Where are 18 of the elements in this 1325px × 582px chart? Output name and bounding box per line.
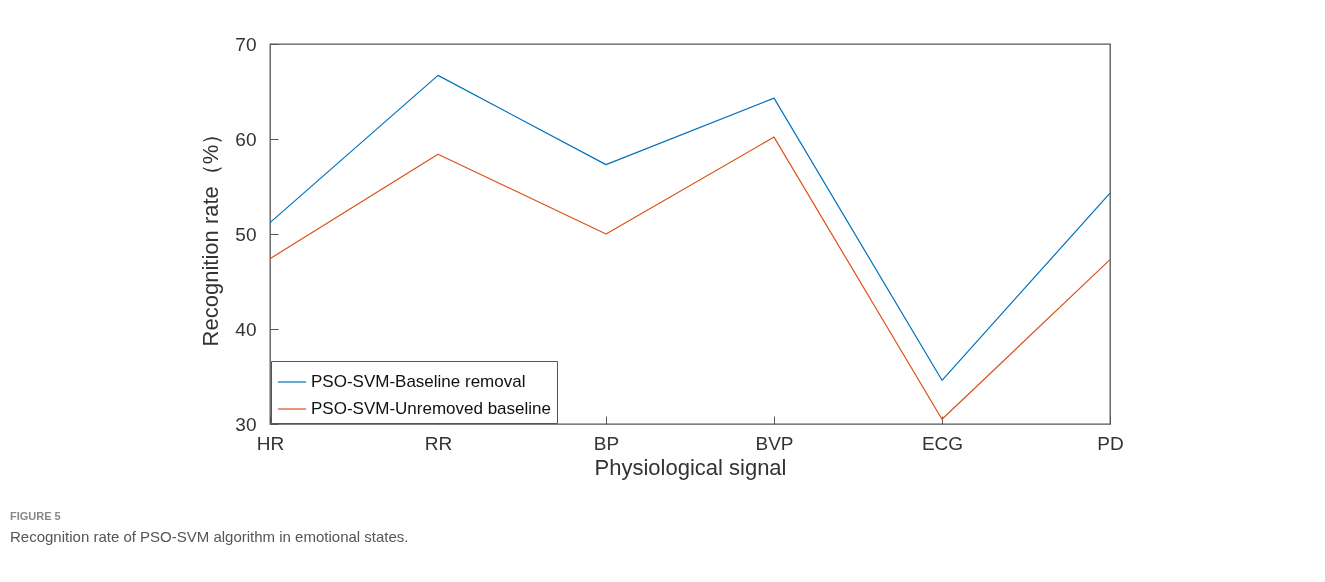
- x-tick-label: BVP: [755, 432, 794, 454]
- y-tick-label: 40: [235, 318, 257, 340]
- x-tick-label: HR: [256, 432, 285, 454]
- legend-label: PSO-SVM-Unremoved baseline: [311, 399, 551, 418]
- y-axis-title: Recognition rate（%）: [198, 122, 224, 347]
- x-tick-label: PD: [1097, 432, 1124, 454]
- x-tick-label: RR: [424, 432, 453, 454]
- y-tick-label: 50: [235, 223, 257, 245]
- y-tick-label: 60: [235, 128, 257, 150]
- text: Recognition rate of PSO-SVM algorithm in emotional states.: [10, 528, 409, 545]
- y-tick-label: 70: [235, 33, 257, 55]
- legend-label: PSO-SVM-Baseline removal: [311, 372, 526, 391]
- x-tick-label: ECG: [921, 432, 964, 454]
- line-series: [269, 136, 1111, 420]
- y-tick-label: 30: [235, 413, 257, 435]
- x-axis-title: Physiological signal: [594, 454, 787, 480]
- x-tick-label: BP: [593, 432, 620, 454]
- caption: FIGURE 5: [10, 510, 62, 522]
